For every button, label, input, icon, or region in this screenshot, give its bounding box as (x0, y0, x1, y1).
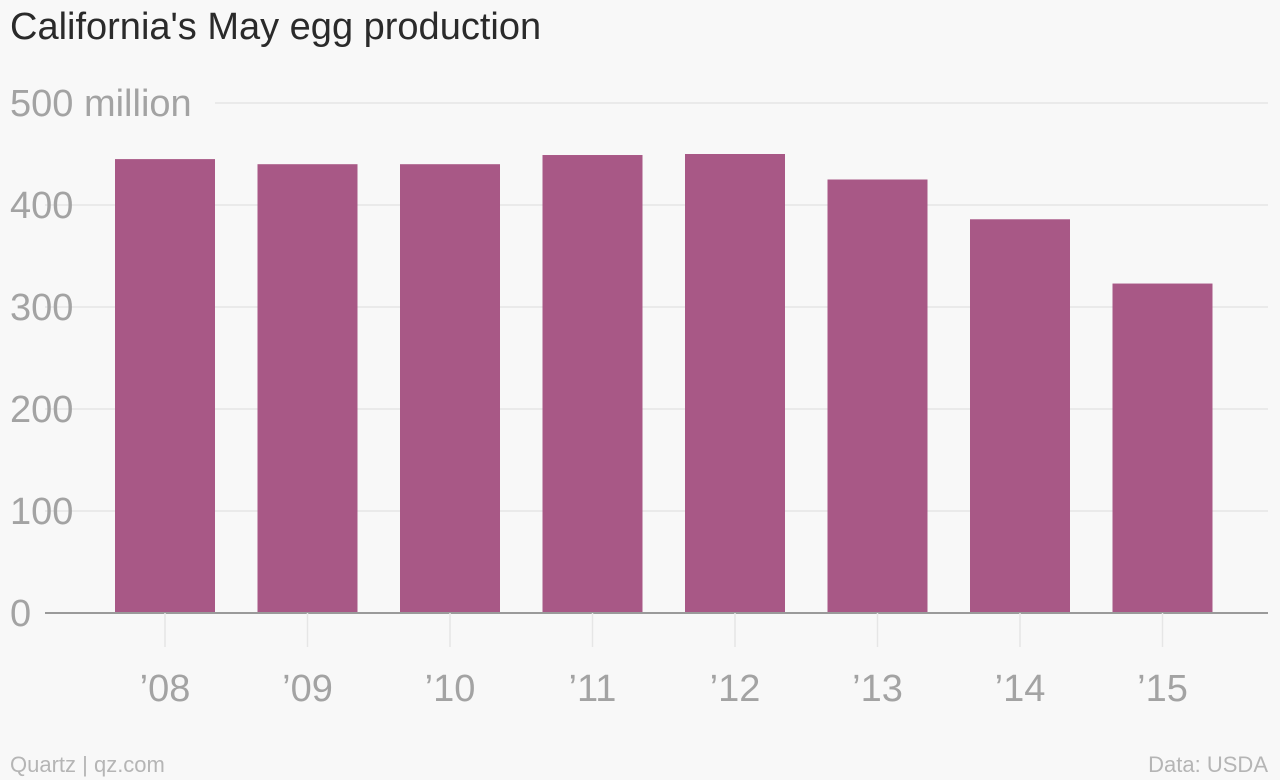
y-tick-label: 300 (10, 287, 73, 329)
axes (45, 612, 1268, 647)
y-tick-label: 200 (10, 389, 73, 431)
y-tick-label: 400 (10, 185, 73, 227)
y-tick-label: 0 (10, 593, 31, 635)
bar (1112, 283, 1213, 613)
bar (542, 155, 643, 613)
x-tick-label: ’15 (1137, 668, 1188, 710)
x-tick-label: ’11 (569, 668, 617, 710)
bar (115, 159, 215, 613)
bar (400, 164, 500, 613)
y-tick-label: 100 (10, 491, 73, 533)
bar (257, 164, 358, 613)
x-tick-label: ’12 (710, 668, 761, 710)
bar (970, 219, 1070, 613)
y-tick-label: 500 million (10, 83, 192, 125)
chart-title: California's May egg production (10, 6, 542, 48)
x-tick-label: ’08 (140, 668, 191, 710)
gridlines (45, 102, 1268, 512)
x-tick-label: ’09 (282, 668, 333, 710)
bar (827, 179, 928, 613)
x-tick-label: ’13 (852, 668, 903, 710)
tick-labels: 0 100 200 300 400 500 million ’08 ’09 ’10 ’11 ’12 ’… (10, 83, 1188, 710)
bar (685, 154, 785, 613)
x-tick-label: ’14 (995, 668, 1046, 710)
footer-source-left: Quartz | qz.com (10, 752, 165, 777)
x-tick-label: ’10 (425, 668, 476, 710)
bars (115, 154, 1213, 613)
footer-source-right: Data: USDA (1148, 752, 1268, 777)
